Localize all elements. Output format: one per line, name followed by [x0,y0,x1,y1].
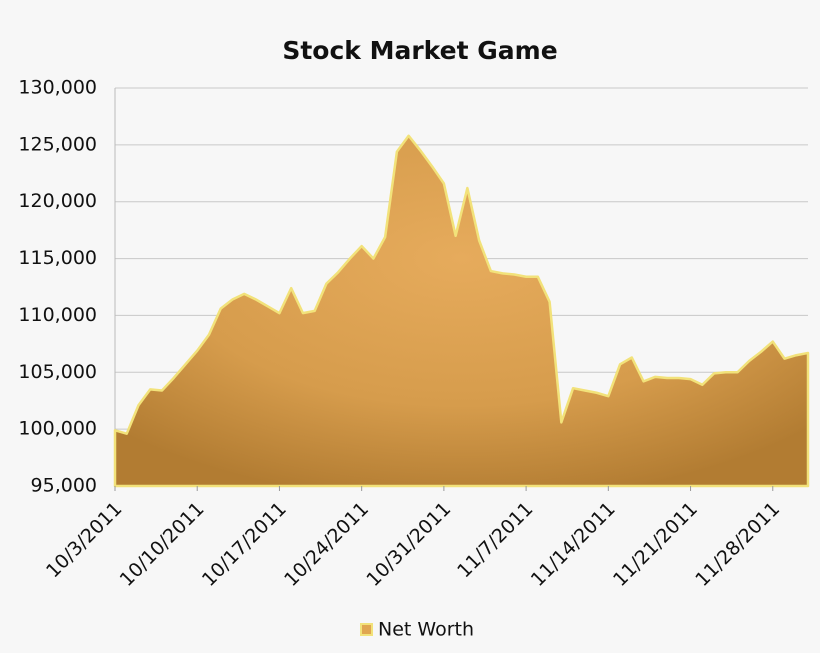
y-tick-label: 115,000 [18,247,97,269]
y-tick-label: 130,000 [18,77,97,99]
legend-label: Net Worth [378,619,474,641]
y-tick-label: 125,000 [18,133,97,155]
legend-swatch [360,623,373,636]
y-tick-label: 95,000 [31,475,97,497]
chart-title: Stock Market Game [282,36,557,65]
y-tick-label: 100,000 [18,418,97,440]
area [113,134,810,488]
y-tick-label: 110,000 [18,304,97,326]
y-tick-label: 120,000 [18,190,97,212]
y-tick-label: 105,000 [18,361,97,383]
